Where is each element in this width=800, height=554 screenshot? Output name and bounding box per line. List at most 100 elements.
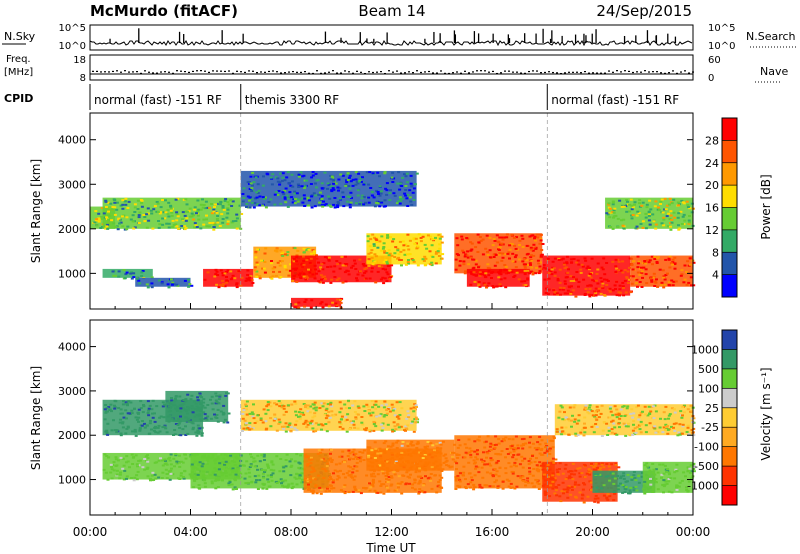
velocity-speckle [473,450,477,453]
velocity-speckle [478,435,481,438]
velocity-speckle [299,408,303,411]
velocity-speckle [533,447,537,450]
velocity-speckle [388,410,392,413]
velocity-speckle [177,407,181,410]
velocity-speckle [456,474,460,477]
velocity-speckle [191,426,195,429]
velocity-speckle [110,466,114,468]
power-speckle [196,210,200,213]
freq-trace-dot [492,70,494,73]
velocity-speckle [147,432,151,435]
velocity-speckle [264,469,267,472]
velocity-speckle [401,441,405,443]
power-speckle [462,263,466,266]
power-speckle [662,275,666,278]
freq-trace-dot [544,71,546,74]
velocity-speckle [464,487,468,490]
power-speckle [264,196,267,199]
power-speckle [223,272,227,275]
power-speckle [328,197,332,200]
velocity-speckle [262,476,266,479]
power-speckle [510,271,514,273]
power-speckle [350,266,353,269]
velocity-speckle [649,477,652,480]
velocity-speckle [154,425,157,428]
freq-trace-dot [96,70,98,73]
velocity-speckle [509,465,513,468]
power-speckle [257,189,261,192]
power-ytick-label: 1000 [58,267,86,280]
velocity-speckle [404,482,408,485]
velocity-speckle [554,486,558,488]
velocity-speckle [462,465,466,468]
power-speckle [603,273,607,276]
velocity-speckle [526,477,530,480]
velocity-speckle [563,467,567,470]
power-speckle [385,189,389,192]
velocity-speckle [686,490,690,493]
velocity-speckle [324,423,328,425]
velocity-speckle [348,452,352,455]
velocity-speckle [359,456,363,459]
velocity-speckle [297,466,301,469]
power-speckle [304,278,308,281]
velocity-speckle [146,457,150,459]
power-speckle [541,243,545,245]
velocity-speckle [647,472,651,475]
power-speckle [212,226,216,229]
power-speckle [205,225,209,228]
freq-left-label-1: Freq. [6,54,31,65]
power-speckle [242,197,246,199]
velocity-speckle [521,466,525,469]
power-speckle [488,267,492,270]
velocity-speckle [640,471,644,474]
velocity-speckle [148,477,152,480]
velocity-speckle [509,447,513,450]
velocity-speckle [343,484,347,487]
velocity-speckle [262,453,266,456]
power-speckle [295,256,299,259]
velocity-speckle [248,428,252,431]
velocity-speckle [125,477,128,480]
power-speckle [105,225,109,228]
velocity-speckle [321,467,325,470]
velocity-speckle [227,412,231,415]
power-speckle [484,272,488,275]
power-speckle [223,199,227,202]
power-speckle [258,204,262,207]
velocity-speckle [352,458,356,460]
power-speckle [183,214,187,217]
velocity-speckle [123,469,127,472]
velocity-speckle [617,466,621,469]
noise-left-tick-bottom: 10^0 [59,41,86,52]
velocity-speckle [137,459,141,462]
power-speckle [454,258,458,261]
power-speckle [552,289,556,292]
velocity-speckle [126,460,130,463]
velocity-speckle [343,403,347,406]
velocity-speckle [610,431,614,434]
velocity-speckle [196,424,200,427]
velocity-speckle [354,416,358,419]
velocity-speckle [351,490,355,493]
velocity-speckle [592,465,596,468]
velocity-speckle [395,401,399,404]
velocity-speckle [624,434,628,437]
velocity-speckle [487,449,491,452]
power-speckle [647,211,651,214]
power-speckle [239,284,243,287]
velocity-speckle [634,479,638,482]
velocity-speckle [282,466,286,469]
power-speckle [588,287,592,290]
power-speckle [378,194,382,197]
power-ytick-label: 3000 [58,178,86,191]
velocity-speckle [672,422,676,425]
velocity-speckle [435,446,439,449]
velocity-speckle [388,461,392,464]
velocity-speckle [513,447,517,450]
velocity-speckle [552,461,556,464]
velocity-speckle [348,428,352,430]
freq-trace-dot [272,70,274,72]
velocity-speckle [570,425,573,428]
velocity-speckle [313,412,317,415]
